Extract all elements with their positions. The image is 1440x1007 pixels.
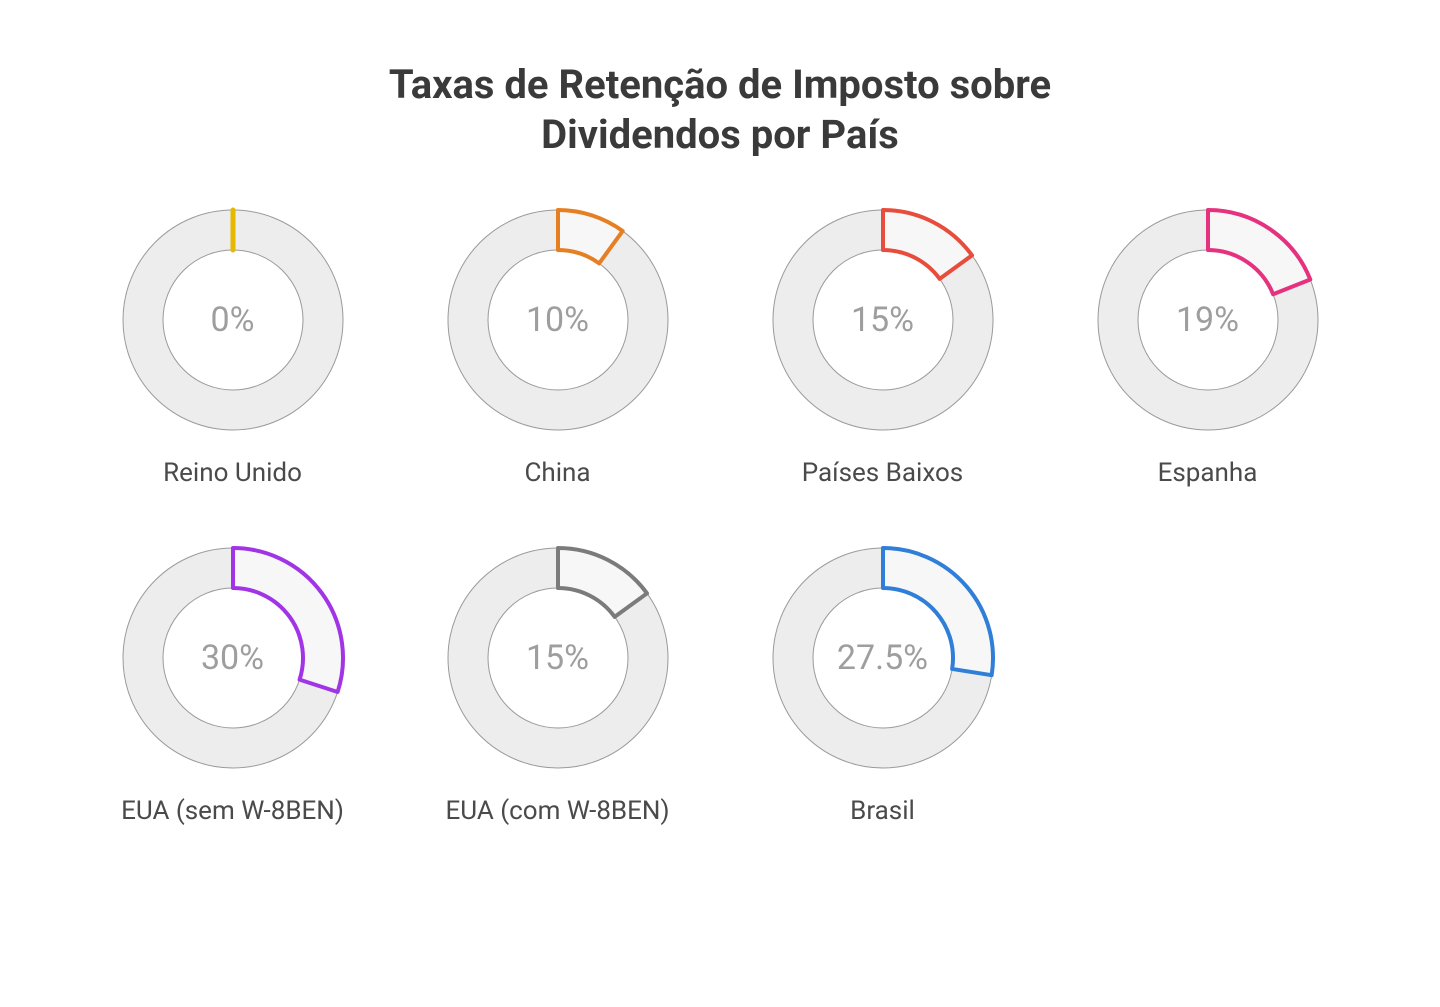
country-label: Brasil: [850, 796, 915, 826]
donut-percent-label: 19%: [1088, 200, 1328, 440]
donut-percent-label: 15%: [438, 538, 678, 778]
donut-chart: 10%: [438, 200, 678, 440]
country-label: Países Baixos: [802, 458, 963, 488]
country-label: China: [524, 458, 590, 488]
donut-percent-label: 0%: [113, 200, 353, 440]
chart-title: Taxas de Retenção de Imposto sobre Divid…: [90, 60, 1350, 160]
donut-cell: 15% EUA (com W-8BEN): [438, 538, 678, 826]
donut-percent-label: 27.5%: [763, 538, 1003, 778]
country-label: EUA (com W-8BEN): [445, 796, 669, 826]
donut-chart: 15%: [763, 200, 1003, 440]
donut-chart: 27.5%: [763, 538, 1003, 778]
country-label: EUA (sem W-8BEN): [121, 796, 344, 826]
donut-chart: 15%: [438, 538, 678, 778]
donut-percent-label: 15%: [763, 200, 1003, 440]
donut-cell: 30% EUA (sem W-8BEN): [113, 538, 353, 826]
donut-chart: 19%: [1088, 200, 1328, 440]
donut-percent-label: 10%: [438, 200, 678, 440]
donut-cell: 10% China: [438, 200, 678, 488]
country-label: Reino Unido: [163, 458, 302, 488]
title-line-1: Taxas de Retenção de Imposto sobre: [389, 61, 1051, 108]
donut-percent-label: 30%: [113, 538, 353, 778]
donut-grid: 0% Reino Unido 10% China 15% Países Baixos 19%…: [90, 200, 1350, 826]
title-line-2: Dividendos por País: [541, 111, 899, 158]
donut-cell: 0% Reino Unido: [113, 200, 353, 488]
donut-cell: 19% Espanha: [1088, 200, 1328, 488]
donut-cell: 27.5% Brasil: [763, 538, 1003, 826]
country-label: Espanha: [1158, 458, 1258, 488]
donut-chart: 0%: [113, 200, 353, 440]
donut-cell: 15% Países Baixos: [763, 200, 1003, 488]
donut-chart: 30%: [113, 538, 353, 778]
